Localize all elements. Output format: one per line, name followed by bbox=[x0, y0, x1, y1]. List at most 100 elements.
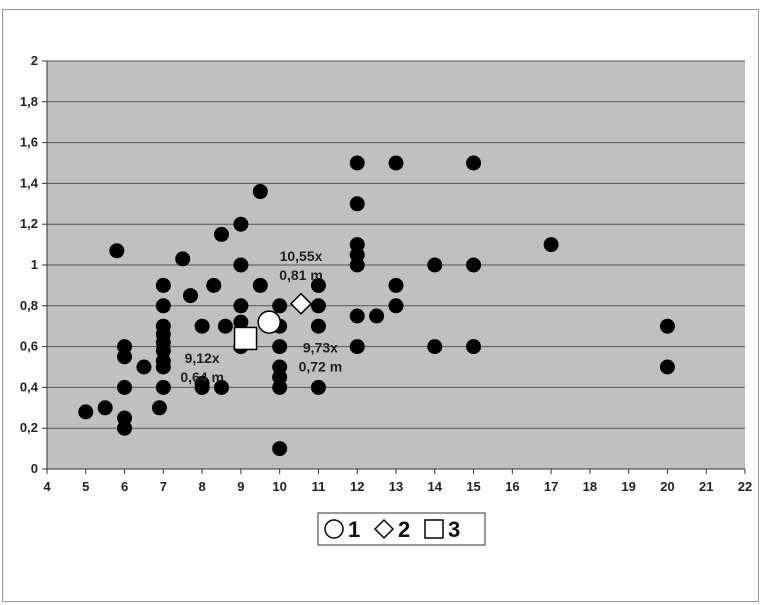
y-tick-label: 0,8 bbox=[20, 298, 38, 313]
y-tick-label: 0 bbox=[31, 461, 38, 476]
data-point bbox=[349, 196, 365, 212]
data-point bbox=[117, 379, 133, 395]
annotations: 10,55x 0,81 m 9,73x 0,72 m 9,12x 0,64 m bbox=[180, 248, 342, 385]
data-point bbox=[233, 257, 249, 273]
data-point bbox=[233, 216, 249, 232]
data-point bbox=[252, 277, 268, 293]
data-point bbox=[272, 441, 288, 457]
x-tick-label: 5 bbox=[82, 479, 89, 494]
y-tick-label: 1,8 bbox=[20, 94, 38, 109]
data-point bbox=[109, 243, 125, 259]
data-point bbox=[194, 318, 210, 334]
y-tick-label: 1,2 bbox=[20, 216, 38, 231]
annotation-label: 0,81 m bbox=[279, 267, 323, 283]
data-point bbox=[175, 251, 191, 267]
marker-1 bbox=[257, 310, 281, 334]
data-point bbox=[659, 359, 675, 375]
data-point bbox=[214, 379, 229, 395]
y-tick-label: 0,4 bbox=[20, 379, 39, 394]
highlight-markers bbox=[233, 292, 313, 351]
y-tick-label: 1,6 bbox=[20, 135, 38, 150]
annotation-label: 0,64 m bbox=[180, 369, 224, 385]
annotation-label: 9,12x bbox=[185, 350, 220, 366]
data-point bbox=[466, 339, 482, 355]
data-point bbox=[151, 400, 167, 416]
legend-box bbox=[317, 512, 486, 546]
data-point bbox=[155, 379, 171, 395]
y-tick-label: 0,6 bbox=[20, 339, 38, 354]
data-point bbox=[349, 257, 365, 273]
marker-2 bbox=[289, 292, 313, 315]
data-point bbox=[194, 379, 210, 395]
x-tick-label: 15 bbox=[466, 479, 480, 494]
x-tick-label: 11 bbox=[312, 479, 326, 494]
data-point bbox=[659, 318, 675, 334]
data-point bbox=[388, 298, 404, 314]
x-tick-label: 21 bbox=[699, 479, 713, 494]
x-tick-label: 13 bbox=[389, 479, 403, 494]
data-point bbox=[310, 318, 326, 334]
x-tick-label: 20 bbox=[660, 479, 674, 494]
data-point bbox=[182, 288, 198, 304]
data-point bbox=[252, 184, 268, 200]
data-point bbox=[369, 308, 385, 324]
annotation-label: 10,55x bbox=[280, 248, 323, 264]
legend-label: 2 bbox=[398, 517, 410, 542]
data-point bbox=[117, 349, 133, 365]
data-point bbox=[272, 298, 288, 314]
legend: 1 2 3 bbox=[317, 512, 486, 546]
x-tick-label: 7 bbox=[160, 479, 167, 494]
axes: 0 0,2 0,4 0,6 0,8 1 1,2 1,4 1,6 1,8 2 4 5 6 7 8 9 10 11 12 1… bbox=[20, 53, 752, 494]
data-point bbox=[155, 277, 171, 293]
data-point bbox=[349, 339, 365, 355]
data-point bbox=[78, 404, 94, 420]
x-tick-label: 18 bbox=[583, 479, 597, 494]
legend-label: 1 bbox=[348, 517, 360, 542]
data-point bbox=[427, 339, 443, 355]
data-point bbox=[543, 237, 559, 253]
data-point bbox=[155, 359, 171, 375]
x-tick-label: 14 bbox=[428, 479, 443, 494]
annotation-label: 9,73x bbox=[303, 340, 338, 356]
data-point bbox=[310, 379, 326, 395]
data-point bbox=[233, 298, 249, 314]
data-point bbox=[349, 308, 365, 324]
data-point bbox=[233, 314, 249, 330]
data-point bbox=[349, 155, 365, 171]
data-point bbox=[272, 339, 288, 355]
data-point bbox=[217, 318, 233, 334]
x-tick-label: 6 bbox=[121, 479, 128, 494]
x-tick-label: 9 bbox=[237, 479, 244, 494]
data-point bbox=[214, 226, 229, 242]
data-point bbox=[97, 400, 113, 416]
marker-3 bbox=[233, 326, 258, 351]
legend-square-icon bbox=[424, 519, 444, 539]
data-point bbox=[272, 379, 288, 395]
x-tick-label: 19 bbox=[621, 479, 635, 494]
legend-diamond-icon bbox=[373, 518, 395, 540]
y-tick-label: 2 bbox=[31, 53, 38, 68]
annotation-label: 0,72 m bbox=[299, 359, 343, 375]
data-point bbox=[388, 277, 404, 293]
x-tick-label: 4 bbox=[43, 479, 51, 494]
y-tick-label: 0,2 bbox=[20, 420, 38, 435]
x-tick-label: 22 bbox=[738, 479, 752, 494]
x-tick-label: 8 bbox=[198, 479, 205, 494]
data-point bbox=[466, 257, 482, 273]
x-tick-label: 17 bbox=[544, 479, 558, 494]
y-tick-label: 1,4 bbox=[20, 175, 39, 190]
data-point bbox=[310, 277, 326, 293]
data-point bbox=[310, 298, 326, 314]
y-tick-label: 1 bbox=[31, 257, 38, 272]
x-tick-label: 10 bbox=[272, 479, 286, 494]
data-point bbox=[155, 298, 171, 314]
data-point bbox=[206, 277, 222, 293]
data-point bbox=[136, 359, 152, 375]
legend-circle-icon bbox=[324, 519, 344, 539]
data-point bbox=[427, 257, 443, 273]
legend-label: 3 bbox=[448, 517, 460, 542]
data-point bbox=[117, 420, 133, 436]
gridlines bbox=[47, 60, 745, 429]
x-tick-label: 16 bbox=[505, 479, 519, 494]
data-point bbox=[466, 155, 482, 171]
